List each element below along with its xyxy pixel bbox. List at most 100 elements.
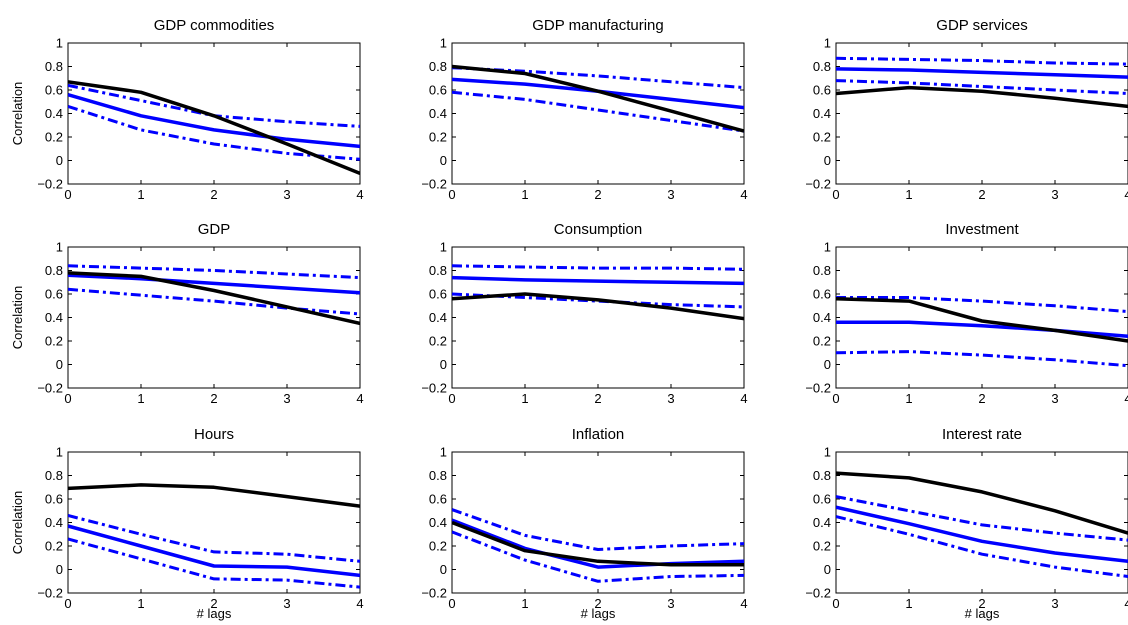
x-tick-label: 1 [521, 187, 528, 202]
x-tick-label: 3 [1051, 187, 1058, 202]
x-axis-label: # lags [581, 606, 616, 621]
series-line-band-upper [836, 56, 1128, 66]
y-tick-label: 0 [56, 357, 63, 372]
plot-area [451, 451, 745, 594]
series-line-band-upper [836, 495, 1128, 542]
y-tick-label: 0.4 [813, 515, 831, 530]
x-tick-label: 2 [594, 187, 601, 202]
y-tick-label: −0.2 [421, 381, 447, 396]
x-tick-label: 2 [210, 187, 217, 202]
y-tick-label: 0.2 [45, 130, 63, 145]
series-line-band-lower [452, 530, 744, 583]
series-line-model [836, 67, 1128, 79]
chart-title: GDP services [936, 17, 1027, 34]
y-tick-label: 0.4 [813, 106, 831, 121]
x-tick-label: 3 [283, 187, 290, 202]
series-line-band-lower [68, 287, 360, 316]
x-tick-label: 0 [448, 187, 455, 202]
y-tick-label: 0.4 [429, 106, 447, 121]
series-line-model [836, 505, 1128, 564]
x-tick-label: 3 [667, 596, 674, 611]
y-tick-label: −0.2 [421, 177, 447, 192]
y-tick-label: 0.8 [45, 59, 63, 74]
chart-title: Interest rate [942, 426, 1022, 443]
y-tick-label: 0.2 [429, 539, 447, 554]
y-tick-label: 0.4 [429, 310, 447, 325]
x-tick-label: 0 [64, 187, 71, 202]
x-tick-label: 3 [283, 391, 290, 406]
y-tick-label: −0.2 [37, 586, 63, 601]
series-line-data [68, 80, 360, 176]
series-line-model [68, 524, 360, 578]
x-tick-label: 1 [137, 187, 144, 202]
series-line-band-upper [68, 514, 360, 563]
chart-panel-8: Inflation−0.200.20.40.60.810 1 2 3 4# lags [421, 426, 747, 621]
y-tick-label: 1 [440, 240, 447, 255]
plot-area [451, 246, 745, 389]
series-group [452, 64, 744, 133]
x-tick-label: 3 [667, 391, 674, 406]
y-tick-label: 0.6 [429, 287, 447, 302]
y-tick-label: 0.6 [813, 287, 831, 302]
y-tick-label: 0.2 [813, 334, 831, 349]
plot-area [835, 246, 1128, 389]
y-tick-label: 0.8 [429, 263, 447, 278]
y-tick-label: 0.6 [45, 492, 63, 507]
y-tick-label: 0 [440, 153, 447, 168]
y-tick-label: 1 [824, 240, 831, 255]
x-tick-label: 1 [137, 391, 144, 406]
x-tick-label: 4 [356, 391, 363, 406]
y-tick-label: 1 [440, 445, 447, 460]
x-tick-label: 3 [667, 187, 674, 202]
y-tick-label: 1 [824, 36, 831, 51]
y-tick-label: 0.8 [813, 468, 831, 483]
series-line-band-lower [836, 515, 1128, 578]
x-tick-label: 4 [740, 391, 747, 406]
series-line-band-upper [452, 264, 744, 271]
y-tick-label: 1 [824, 445, 831, 460]
x-tick-label: 1 [905, 187, 912, 202]
x-tick-label: 2 [594, 391, 601, 406]
y-tick-label: 0 [440, 562, 447, 577]
x-tick-label: 4 [356, 596, 363, 611]
x-tick-label: 0 [832, 187, 839, 202]
x-axis-label: # lags [965, 606, 1000, 621]
series-line-band-lower [836, 79, 1128, 95]
series-line-band-lower [452, 90, 744, 133]
x-tick-label: 0 [64, 391, 71, 406]
series-group [836, 56, 1128, 109]
plot-area [835, 42, 1128, 185]
series-line-band-upper [836, 296, 1128, 314]
x-tick-label: 1 [521, 391, 528, 406]
y-axis-label: Correlation [10, 286, 25, 350]
y-tick-label: 0.6 [429, 492, 447, 507]
x-tick-label: 2 [210, 596, 217, 611]
y-tick-label: 0 [824, 357, 831, 372]
y-tick-label: 0.2 [45, 539, 63, 554]
series-line-data [452, 520, 744, 567]
y-tick-label: −0.2 [421, 586, 447, 601]
chart-panel-5: Consumption−0.200.20.40.60.810 1 2 3 4 [421, 221, 747, 406]
plot-area [451, 42, 745, 185]
series-group [68, 80, 360, 176]
chart-title: GDP [198, 221, 231, 238]
y-tick-label: 0.8 [813, 59, 831, 74]
series-line-data [836, 296, 1128, 343]
series-group [836, 471, 1128, 578]
plot-area [67, 42, 361, 185]
series-line-band-upper [452, 508, 744, 551]
y-tick-label: −0.2 [805, 177, 831, 192]
x-tick-label: 0 [448, 391, 455, 406]
x-tick-label: 3 [283, 596, 290, 611]
x-tick-label: 2 [978, 391, 985, 406]
y-tick-label: 0.6 [45, 287, 63, 302]
chart-title: Inflation [572, 426, 625, 443]
y-tick-label: 1 [56, 36, 63, 51]
chart-panel-1: GDP commodities−0.200.20.40.60.810 1 2 3 4Co… [10, 17, 364, 202]
y-tick-label: −0.2 [805, 586, 831, 601]
series-group [836, 296, 1128, 368]
